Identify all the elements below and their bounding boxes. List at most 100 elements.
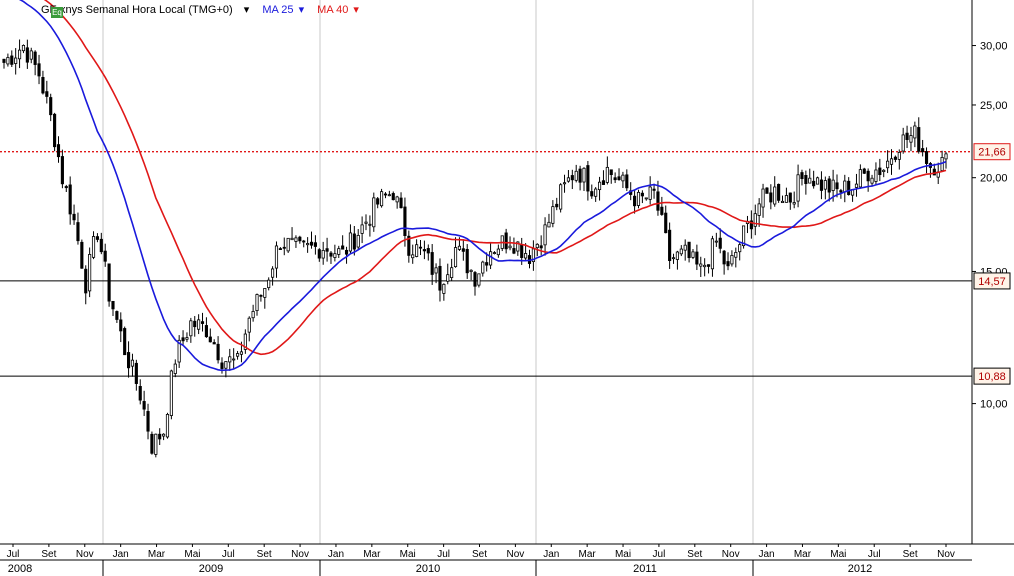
x-year-label: 2011 <box>633 563 657 575</box>
candle-body <box>539 245 543 249</box>
candle-body <box>80 241 84 269</box>
candle-body <box>235 353 240 357</box>
x-month-label: Mar <box>363 549 381 560</box>
candle-body <box>847 180 851 196</box>
candle-body <box>917 127 921 152</box>
ma25-legend[interactable]: MA 25 <box>262 4 294 16</box>
candle-body <box>679 248 683 255</box>
candle-body <box>212 342 216 345</box>
x-month-label: Jul <box>222 549 235 560</box>
level-label: 21,66 <box>978 147 1006 159</box>
x-month-label: Mai <box>615 549 631 560</box>
candle-body <box>37 63 41 77</box>
ma40-line <box>43 0 947 356</box>
candle-body <box>142 401 146 410</box>
x-month-label: Jan <box>759 549 775 560</box>
x-month-label: Mai <box>400 549 416 560</box>
level-label-box <box>973 367 1011 385</box>
candle-body <box>119 319 123 332</box>
candle-body <box>56 144 61 158</box>
candle-body <box>703 264 707 268</box>
candle-body <box>286 237 290 252</box>
ma40-legend[interactable]: MA 40 <box>317 4 349 16</box>
candle-body <box>905 132 909 140</box>
candle-body <box>103 250 107 262</box>
candle-body <box>481 261 485 274</box>
ma40-dropdown-icon[interactable]: ▾ <box>353 4 359 16</box>
candle-body <box>107 263 111 302</box>
candle-body <box>761 188 765 208</box>
x-month-label: Nov <box>76 549 94 560</box>
candle-body <box>422 249 426 252</box>
candle-body <box>399 197 403 209</box>
candle-body <box>21 45 26 52</box>
candle-body <box>352 233 356 250</box>
instrument-label: GE:xnys Semanal Hora Local (TMG+0) <box>41 4 233 16</box>
candle-body <box>691 251 695 258</box>
candle-body <box>625 174 629 189</box>
candle-body <box>738 244 742 253</box>
candle-body <box>633 195 637 207</box>
candle-body <box>146 411 150 432</box>
candle-body <box>216 343 220 361</box>
candle-body <box>290 237 294 241</box>
y-tick-label: 10,00 <box>980 399 1008 411</box>
candle-body <box>380 191 384 207</box>
candle-body <box>597 181 602 191</box>
candle-body <box>582 167 586 183</box>
candle-body <box>718 237 722 249</box>
x-month-label: Jul <box>653 549 666 560</box>
candle-body <box>360 224 364 234</box>
candle-body <box>333 253 337 258</box>
candle-body <box>200 321 205 324</box>
candle-body <box>590 191 594 197</box>
candle-body <box>574 170 578 181</box>
ma25-dropdown-icon[interactable]: ▾ <box>298 4 305 16</box>
candle-body <box>695 251 699 265</box>
x-month-label: Set <box>903 549 918 560</box>
candle-body <box>520 244 524 258</box>
candle-body <box>613 177 617 181</box>
y-tick-label: 25,00 <box>980 100 1008 112</box>
candle-body <box>415 244 419 257</box>
candle-body <box>714 240 718 243</box>
candle-body <box>158 433 162 440</box>
candle-body <box>450 267 454 278</box>
candle-body <box>278 248 282 251</box>
candle-body <box>773 186 777 205</box>
x-month-label: Nov <box>722 549 740 560</box>
candle-body <box>434 267 438 274</box>
candle-body <box>753 213 757 227</box>
candle-body <box>827 178 831 193</box>
candle-body <box>800 172 804 179</box>
candle-body <box>683 244 687 251</box>
candle-body <box>489 251 493 266</box>
x-month-label: Nov <box>506 549 524 560</box>
candle-body <box>84 268 88 294</box>
candle-body <box>726 261 730 267</box>
candle-body <box>465 248 469 274</box>
candle-body <box>524 253 528 259</box>
candle-body <box>29 50 33 60</box>
instrument-dropdown-icon[interactable]: ▾ <box>243 4 250 16</box>
candle-body <box>368 223 372 226</box>
candle-body <box>2 58 6 63</box>
candle-body <box>605 166 609 183</box>
x-month-label: Jan <box>543 549 559 560</box>
candle-body <box>10 55 14 65</box>
candle-body <box>889 158 894 165</box>
candle-body <box>446 274 450 282</box>
candle-body <box>648 186 652 200</box>
candle-body <box>317 249 321 259</box>
candle-body <box>652 188 656 191</box>
candle-body <box>757 203 761 216</box>
candle-body <box>777 183 781 201</box>
candle-body <box>177 339 181 363</box>
candle-body <box>45 91 49 97</box>
level-label: 10,88 <box>978 371 1006 383</box>
candle-body <box>730 255 734 265</box>
candle-body <box>461 248 465 252</box>
candle-body <box>243 333 247 350</box>
candle-body <box>547 221 551 228</box>
candle-body <box>348 232 353 252</box>
